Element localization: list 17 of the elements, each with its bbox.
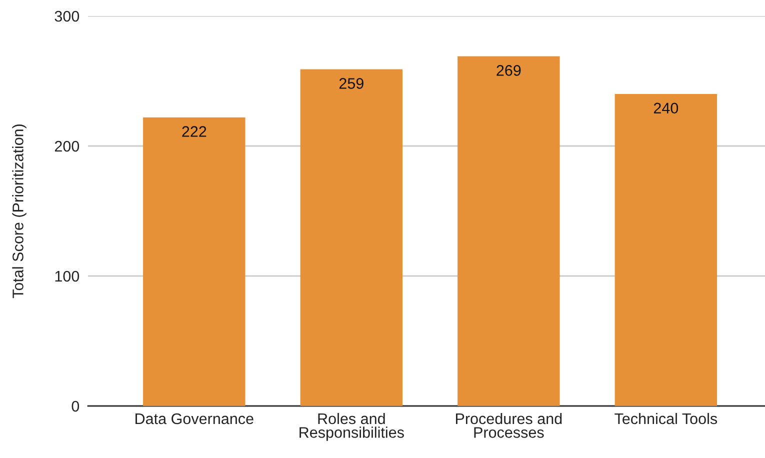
y-tick-label: 0 <box>72 400 80 412</box>
bar <box>458 56 560 406</box>
data-label: 222 <box>182 126 206 137</box>
y-axis-title: Total Score (Prioritization) <box>12 124 26 298</box>
data-label: 259 <box>339 78 364 89</box>
x-tick-label: Roles and Responsibilities <box>300 412 404 441</box>
data-label: 240 <box>654 102 678 114</box>
bar <box>614 94 718 406</box>
bar <box>143 117 246 406</box>
data-label: 269 <box>496 65 521 76</box>
y-tick-label: 200 <box>54 140 80 152</box>
x-tick-label: Procedures and Processes <box>456 412 562 438</box>
x-tick-label: Data Governance <box>136 413 254 424</box>
bar <box>300 69 403 406</box>
y-tick-label: 300 <box>54 10 80 22</box>
y-tick-label: 100 <box>55 270 80 282</box>
x-tick-label: Technical Tools <box>614 412 718 424</box>
